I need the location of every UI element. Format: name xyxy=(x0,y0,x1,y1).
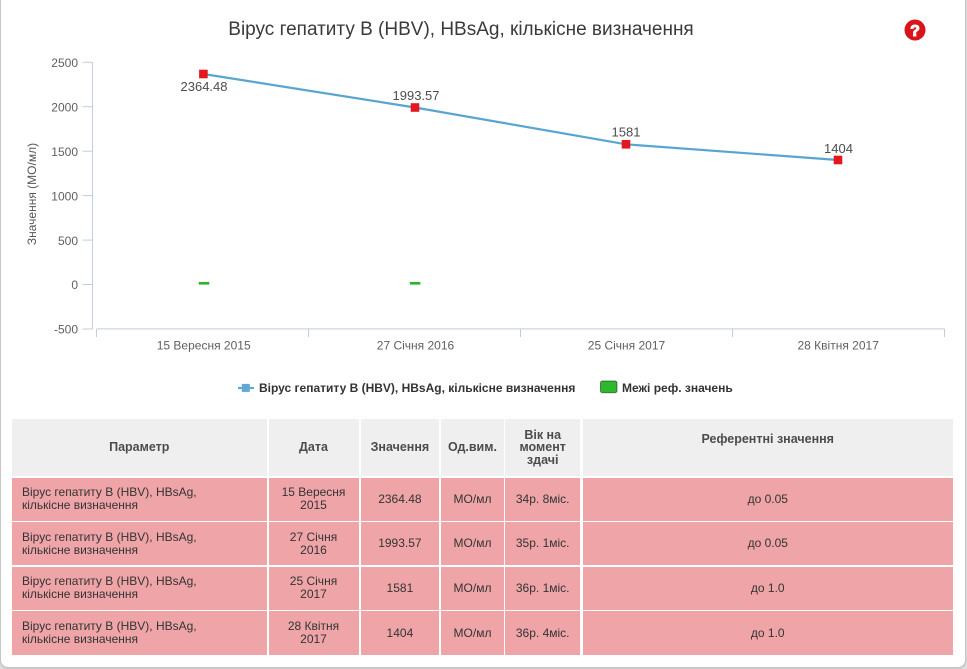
svg-text:1404: 1404 xyxy=(824,141,853,156)
svg-text:27 Січня 2016: 27 Січня 2016 xyxy=(377,339,455,353)
svg-text:?: ? xyxy=(910,23,920,40)
svg-text:28 Квітня 2017: 28 Квітня 2017 xyxy=(798,339,880,353)
svg-text:1000: 1000 xyxy=(51,189,78,203)
svg-text:15 Вересня 2015: 15 Вересня 2015 xyxy=(157,339,251,353)
svg-text:Межі реф. значень: Межі реф. значень xyxy=(622,381,733,395)
svg-text:Вірус гепатиту В (HBV), HBsAg,: Вірус гепатиту В (HBV), HBsAg, кількісне… xyxy=(228,19,693,40)
svg-text:Вірус гепатиту В (HBV), HBsAg,: Вірус гепатиту В (HBV), HBsAg, кількісне… xyxy=(259,381,575,395)
svg-text:2364.48: 2364.48 xyxy=(181,79,228,94)
svg-text:1993.57: 1993.57 xyxy=(393,88,440,103)
svg-text:1581: 1581 xyxy=(612,125,641,140)
svg-text:2000: 2000 xyxy=(51,100,78,114)
svg-text:0: 0 xyxy=(71,278,78,292)
svg-text:2500: 2500 xyxy=(51,56,78,70)
svg-text:25 Січня 2017: 25 Січня 2017 xyxy=(588,339,666,353)
svg-text:500: 500 xyxy=(58,234,78,248)
svg-text:1500: 1500 xyxy=(51,145,78,159)
svg-text:Значення (МО/мл): Значення (МО/мл) xyxy=(25,143,39,245)
svg-text:-500: -500 xyxy=(54,323,78,337)
